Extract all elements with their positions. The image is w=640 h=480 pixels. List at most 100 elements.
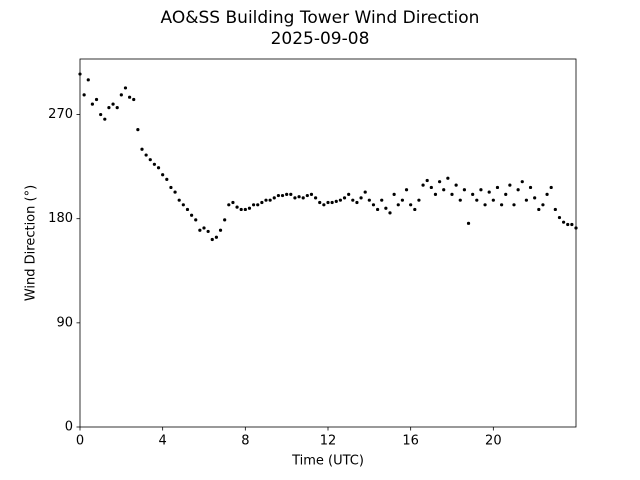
- data-point: [334, 199, 338, 203]
- data-point: [338, 198, 342, 202]
- data-point: [301, 196, 305, 200]
- data-point: [351, 198, 355, 202]
- plot-frame: [79, 58, 577, 428]
- data-point: [305, 193, 309, 198]
- data-point: [256, 203, 260, 207]
- data-point: [90, 102, 94, 106]
- x-tick-label: 4: [159, 434, 167, 449]
- data-point: [185, 207, 190, 212]
- data-point: [359, 196, 363, 200]
- y-tick-label: 180: [48, 211, 73, 226]
- data-point: [107, 106, 111, 110]
- data-point: [247, 206, 252, 210]
- data-point: [123, 86, 128, 90]
- data-point: [562, 220, 566, 224]
- data-point: [264, 198, 268, 202]
- data-point: [202, 226, 206, 230]
- data-point: [347, 192, 351, 196]
- data-point: [409, 203, 413, 207]
- x-tick-label: 16: [402, 434, 419, 449]
- data-point: [239, 207, 243, 212]
- data-point: [512, 203, 516, 207]
- data-point: [94, 97, 99, 102]
- data-point: [136, 127, 140, 132]
- data-point: [537, 207, 541, 212]
- data-point: [421, 183, 425, 187]
- chart-title: AO&SS Building Tower Wind Direction: [161, 8, 480, 28]
- data-point: [144, 153, 148, 157]
- data-point: [181, 203, 185, 207]
- data-point: [309, 192, 314, 196]
- data-point: [570, 222, 574, 227]
- data-point: [458, 198, 462, 202]
- data-point: [442, 188, 446, 192]
- data-point: [235, 205, 239, 209]
- data-point: [541, 203, 545, 207]
- data-point: [533, 196, 537, 200]
- data-point: [438, 180, 442, 184]
- y-tick-label: 0: [65, 420, 73, 435]
- data-point: [285, 192, 289, 196]
- data-point: [223, 218, 227, 222]
- data-point: [384, 206, 388, 210]
- data-point: [132, 97, 136, 102]
- x-tick-label: 0: [76, 434, 84, 449]
- data-point: [491, 198, 495, 202]
- data-point: [475, 198, 479, 202]
- data-point: [371, 203, 376, 207]
- data-point: [528, 185, 533, 190]
- data-point: [86, 78, 90, 82]
- data-point: [268, 198, 272, 202]
- data-point: [400, 198, 404, 202]
- data-point: [103, 117, 107, 121]
- data-point: [206, 229, 210, 234]
- data-point: [169, 185, 173, 190]
- data-point: [404, 188, 409, 192]
- data-point: [566, 222, 570, 227]
- data-point: [425, 178, 429, 183]
- data-point: [190, 213, 194, 217]
- data-point: [227, 203, 231, 207]
- data-point: [111, 102, 115, 106]
- data-point: [99, 112, 103, 117]
- data-point: [471, 192, 475, 196]
- data-point: [322, 203, 326, 207]
- data-point: [417, 198, 421, 202]
- data-point: [297, 195, 301, 199]
- chart-subtitle: 2025-09-08: [271, 29, 370, 49]
- data-point: [479, 188, 483, 192]
- data-point: [376, 207, 380, 212]
- x-axis-label: Time (UTC): [291, 454, 364, 469]
- data-point: [454, 183, 458, 187]
- data-point: [318, 200, 322, 205]
- data-point: [148, 158, 152, 162]
- data-point: [495, 185, 500, 190]
- data-point: [380, 198, 384, 202]
- x-tick-label: 8: [241, 434, 249, 449]
- data-point: [252, 203, 256, 207]
- data-point: [508, 183, 512, 187]
- data-point: [500, 203, 504, 207]
- y-axis-label: Wind Direction (°): [24, 185, 39, 301]
- data-point: [483, 203, 487, 207]
- data-point: [330, 200, 334, 205]
- data-point: [557, 215, 562, 220]
- data-point: [450, 192, 454, 196]
- data-point: [243, 207, 247, 212]
- data-point: [82, 93, 86, 97]
- data-point: [198, 228, 202, 232]
- data-point: [516, 188, 520, 192]
- data-point: [553, 207, 557, 212]
- data-point: [140, 147, 144, 151]
- data-point: [210, 237, 214, 242]
- data-point: [487, 190, 491, 194]
- data-point: [355, 200, 359, 205]
- data-point: [177, 198, 181, 202]
- data-point: [161, 173, 165, 177]
- data-point: [326, 200, 330, 205]
- data-point: [128, 95, 132, 99]
- x-tick-label: 12: [320, 434, 337, 449]
- data-point: [156, 166, 161, 170]
- data-point: [520, 180, 524, 184]
